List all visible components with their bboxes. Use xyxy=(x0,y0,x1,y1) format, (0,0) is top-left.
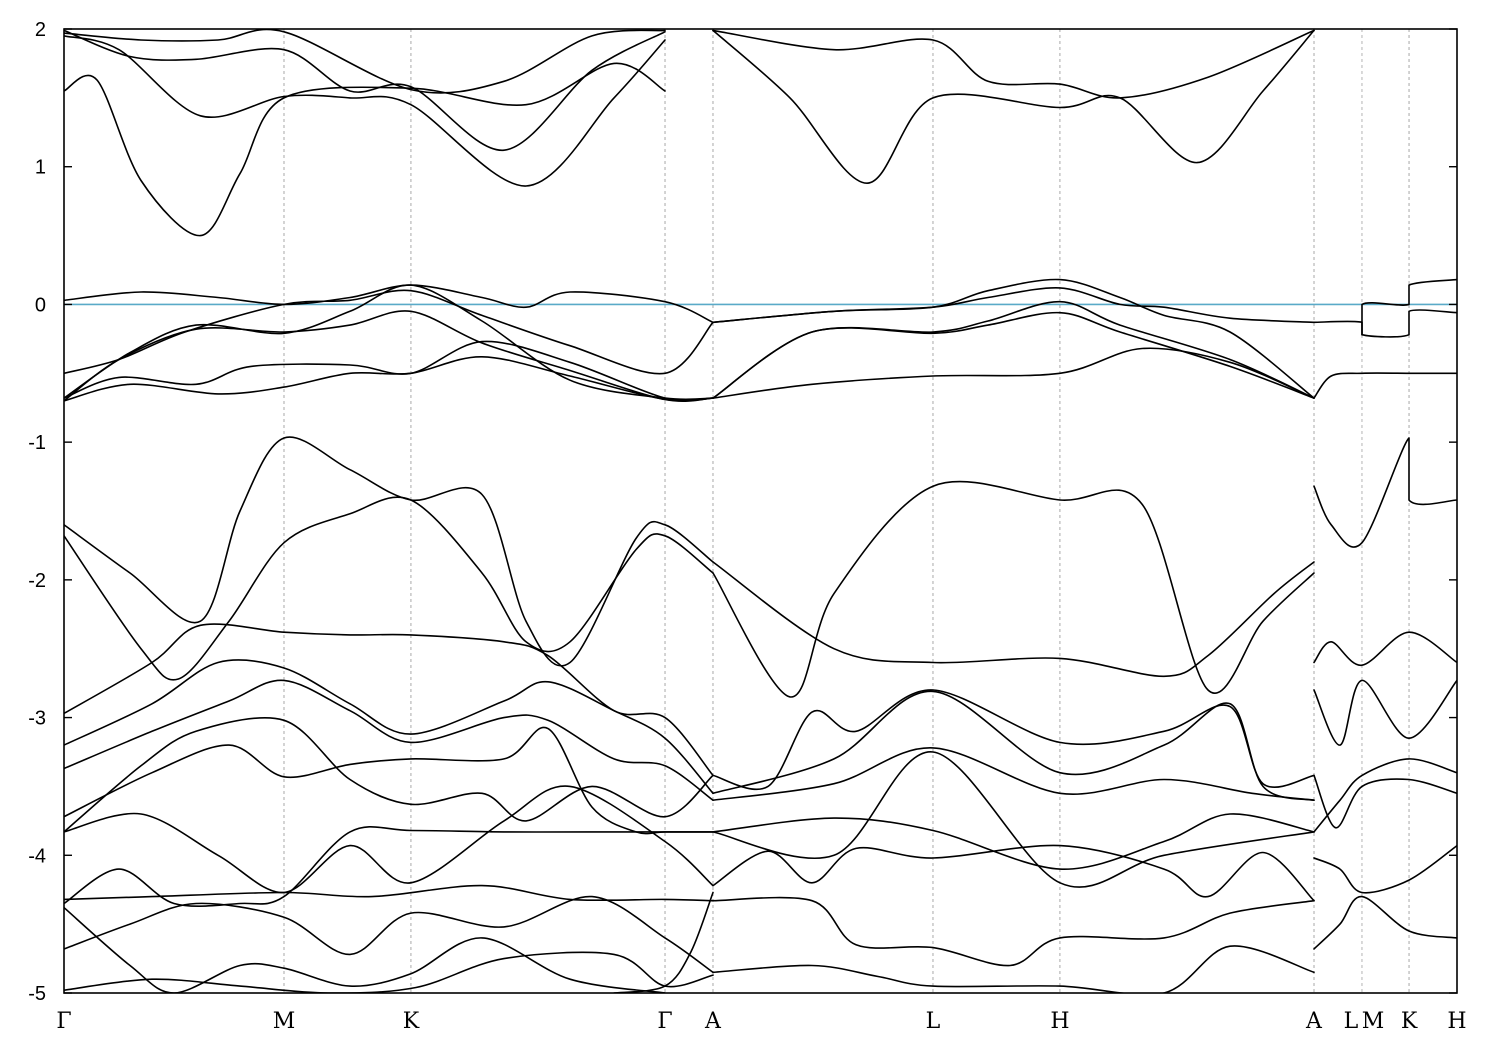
band-curve-43 xyxy=(1313,309,1457,338)
band-curve-8 xyxy=(64,289,714,375)
kpoint-label: M xyxy=(1362,1009,1385,1034)
band-curve-5 xyxy=(712,29,1315,184)
band-curve-44 xyxy=(1313,372,1457,399)
band-curve-23 xyxy=(64,659,714,795)
band-curve-50 xyxy=(1313,844,1457,894)
kpoint-label: K xyxy=(1401,1009,1418,1034)
band-curve-21 xyxy=(712,480,1315,698)
band-curve-46 xyxy=(1313,631,1457,666)
band-curve-12 xyxy=(64,355,714,402)
band-curve-27 xyxy=(64,785,714,894)
y-tick-label: 0 xyxy=(35,294,46,316)
band-curve-28 xyxy=(64,826,714,907)
band-curve-49 xyxy=(1313,758,1457,833)
band-curve-47 xyxy=(1313,679,1457,746)
band-curve-29 xyxy=(64,884,714,902)
kpoint-label: Γ xyxy=(657,1009,672,1034)
band-curve-3 xyxy=(64,29,666,152)
band-curve-18 xyxy=(64,436,714,667)
plot-frame xyxy=(63,28,1458,994)
band-curve-10 xyxy=(64,310,714,402)
y-tick-label: -3 xyxy=(28,708,46,730)
kpoint-label: M xyxy=(273,1009,296,1034)
band-curves xyxy=(64,29,1457,993)
band-curve-45 xyxy=(1313,437,1457,548)
band-curve-32 xyxy=(64,951,714,993)
band-curve-37 xyxy=(712,813,1315,870)
band-curve-6 xyxy=(712,29,1315,99)
kpoint-label: Γ xyxy=(56,1009,71,1034)
band-curve-17 xyxy=(712,347,1315,399)
band-curve-40 xyxy=(712,896,1315,967)
kpoint-label: A xyxy=(704,1009,722,1034)
y-axis-ticks: 2 1 0 -1 -2 -3 -4 -5 xyxy=(28,19,1457,1005)
kpoint-gridlines xyxy=(283,29,1410,993)
y-tick-label: -4 xyxy=(28,845,46,867)
y-tick-label: -1 xyxy=(28,432,46,454)
band-curve-33 xyxy=(613,891,714,993)
band-curve-24 xyxy=(64,679,714,801)
y-tick-label: 2 xyxy=(35,19,46,41)
kpoint-label: L xyxy=(1344,1009,1359,1034)
band-curve-48 xyxy=(1313,774,1457,829)
band-curve-14 xyxy=(712,287,1315,324)
kpoint-label: K xyxy=(403,1009,420,1034)
band-curve-9 xyxy=(64,284,714,401)
band-curve-51 xyxy=(1313,895,1457,950)
band-curve-34 xyxy=(712,689,1315,791)
band-curve-31 xyxy=(64,906,666,993)
band-curve-30 xyxy=(64,895,714,974)
band-curve-13 xyxy=(712,278,1315,399)
band-curve-41 xyxy=(712,945,1315,993)
band-curve-1 xyxy=(64,62,666,237)
y-tick-label: -2 xyxy=(28,570,46,592)
kpoint-label: H xyxy=(1050,1009,1069,1034)
band-curve-4 xyxy=(64,29,666,94)
band-curve-15 xyxy=(712,300,1315,399)
y-tick-label: 1 xyxy=(35,157,46,179)
band-curve-39 xyxy=(712,844,1315,902)
band-curve-36 xyxy=(712,747,1315,801)
band-curve-26 xyxy=(64,716,714,833)
band-curve-42 xyxy=(1361,278,1457,336)
kpoint-label: L xyxy=(926,1009,941,1034)
band-curve-2 xyxy=(64,35,666,187)
y-tick-label: -5 xyxy=(28,983,46,1005)
band-curve-16 xyxy=(712,311,1315,399)
band-curve-22 xyxy=(64,623,714,777)
band-curve-19 xyxy=(64,496,714,681)
kpoint-label: A xyxy=(1305,1009,1323,1034)
band-curve-35 xyxy=(712,690,1315,801)
kpoint-label: H xyxy=(1447,1009,1466,1034)
band-curve-25 xyxy=(64,726,714,835)
band-curve-38 xyxy=(712,751,1315,888)
band-curve-20 xyxy=(712,561,1315,678)
